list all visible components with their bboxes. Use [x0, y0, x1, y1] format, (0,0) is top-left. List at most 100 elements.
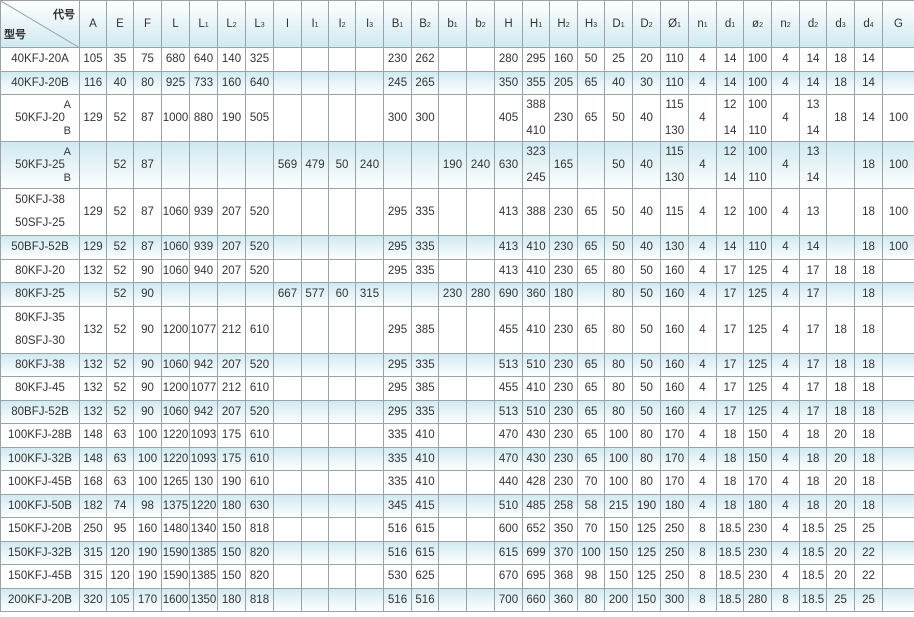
value-cell [301, 235, 329, 260]
value-cell: 90 [133, 258, 162, 283]
value-cell: 65 [577, 188, 605, 236]
value-cell [355, 47, 384, 72]
value-cell: 65 [577, 423, 605, 448]
value-cell: 17 [799, 258, 827, 283]
value-cell: 80 [632, 423, 661, 448]
value-cell [301, 258, 329, 283]
value-cell [882, 282, 914, 307]
value-cell: 132 [79, 399, 107, 424]
column-header: d2 [799, 0, 827, 48]
value-cell: 100 [133, 423, 162, 448]
value-cell: 295 [383, 258, 412, 283]
value-cell: 180 [549, 282, 578, 307]
value-cell: 40 [604, 70, 633, 95]
model-suffix-b: B [63, 172, 71, 184]
value-cell: 100 [604, 423, 633, 448]
value-cell [438, 470, 467, 495]
split-value: 14 [806, 172, 820, 184]
value-cell: 610 [245, 376, 274, 401]
split-value: 115 [665, 99, 684, 111]
model-names: 80KFJ-35 80SFJ-30 [2, 307, 79, 352]
value-cell [882, 470, 914, 495]
value-cell: 100 [604, 470, 633, 495]
value-cell [355, 423, 384, 448]
value-cell: 35 [106, 47, 134, 72]
split-value: 12 [723, 99, 737, 111]
value-cell: 180 [660, 493, 689, 518]
table-row: 80KFJ-38 132 52 90 1060 942 207 520 295 335 513 510… [0, 352, 914, 377]
value-cell: 160 [660, 305, 689, 354]
value-cell [882, 517, 914, 542]
value-cell: 150 [604, 564, 633, 589]
column-header-main: B [391, 18, 400, 30]
value-cell: 63 [106, 423, 134, 448]
model-cell: 100KFJ-32B [0, 446, 80, 471]
value-cell: 230 [549, 352, 578, 377]
value-cell: 4 [771, 47, 800, 72]
value-cell: 150 [632, 587, 661, 612]
split-values: 100 110 [745, 98, 771, 138]
value-cell [826, 235, 855, 260]
value-cell [438, 517, 467, 542]
value-cell: 4 [771, 446, 800, 471]
value-cell: 4 [688, 235, 717, 260]
value-cell: 132 [79, 352, 107, 377]
split-value: 12 [723, 146, 737, 158]
split-value: 110 [748, 125, 767, 137]
value-cell: 520 [245, 235, 274, 260]
value-cell: 50 [632, 352, 661, 377]
value-cell [189, 282, 218, 307]
value-cell: 258 [549, 493, 578, 518]
value-cell: 20 [826, 564, 855, 589]
value-cell [301, 47, 329, 72]
value-cell: 660 [522, 587, 550, 612]
model-name: 80KFJ-35 [15, 311, 65, 324]
corner-header: 代号 型号 [0, 0, 80, 48]
model-name: 80BFJ-52B [11, 405, 69, 418]
value-cell [577, 282, 605, 307]
value-cell [466, 587, 495, 612]
table-row: 50KFJ-20 A B 129 52 87 1000 880 190 505 300 300 405 3… [0, 94, 914, 142]
split-values: 388 410 [524, 98, 549, 138]
value-cell: 22 [854, 564, 883, 589]
value-cell: 577 [301, 282, 329, 307]
value-cell: 323 245 [522, 141, 550, 189]
value-cell [438, 94, 467, 142]
table-row: 150KFJ-20B 250 95 160 1480 1340 150 818 516 615 60… [0, 517, 914, 542]
value-cell: 300 [660, 587, 689, 612]
value-cell: 4 [771, 305, 800, 354]
value-cell [355, 94, 384, 142]
value-cell: 300 [383, 94, 412, 142]
value-cell: 410 [522, 235, 550, 260]
model-cell: 150KFJ-20B [0, 517, 80, 542]
column-header-main: b [447, 18, 454, 30]
value-cell: 230 [549, 188, 578, 236]
value-cell [328, 423, 356, 448]
value-cell [301, 70, 329, 95]
value-cell: 50 [604, 141, 633, 189]
column-header-subscript: 4 [869, 22, 874, 29]
value-cell: 180 [743, 493, 772, 518]
value-cell: 230 [549, 94, 578, 142]
value-cell: 125 [743, 305, 772, 354]
value-cell: 4 [688, 305, 717, 354]
value-cell [438, 376, 467, 401]
model-cell: 80KFJ-25 [0, 282, 80, 307]
value-cell: 18.5 [716, 517, 744, 542]
value-cell: 18.5 [716, 540, 744, 565]
value-cell: 230 [549, 470, 578, 495]
value-cell: 20 [826, 470, 855, 495]
value-cell: 120 [106, 564, 134, 589]
model-cell: 200KFJ-20B [0, 587, 80, 612]
value-cell: 190 [217, 470, 246, 495]
value-cell: 295 [383, 235, 412, 260]
value-cell: 40 [632, 141, 661, 189]
value-cell: 150 [604, 517, 633, 542]
value-cell: 115 130 [660, 94, 689, 142]
column-header-subscript: 2 [341, 22, 346, 29]
value-cell: 1350 [189, 587, 218, 612]
value-cell: 160 [660, 258, 689, 283]
value-cell: 470 [494, 446, 523, 471]
value-cell: 262 [411, 47, 439, 72]
value-cell [438, 493, 467, 518]
